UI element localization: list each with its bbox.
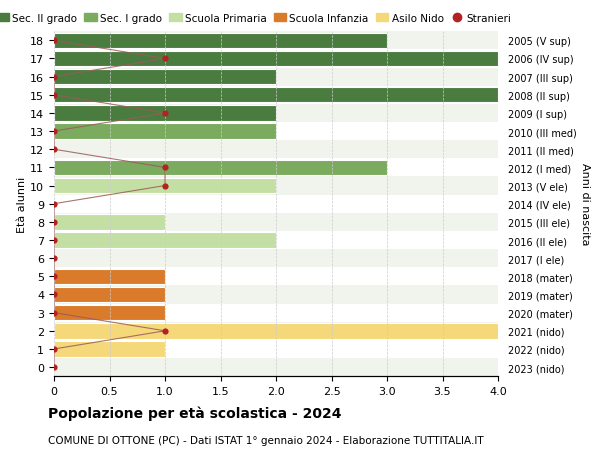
Bar: [54, 50, 498, 68]
Bar: [54, 286, 498, 304]
Bar: [54, 86, 498, 105]
Bar: [54, 177, 498, 195]
Bar: [54, 322, 498, 340]
Bar: [54, 105, 498, 123]
Y-axis label: Anni di nascita: Anni di nascita: [580, 163, 590, 246]
Bar: [54, 179, 276, 194]
Bar: [54, 70, 276, 85]
Bar: [54, 51, 498, 67]
Bar: [54, 68, 498, 86]
Bar: [54, 160, 387, 176]
Bar: [54, 231, 498, 250]
Bar: [54, 341, 165, 357]
Bar: [54, 215, 165, 230]
Bar: [54, 233, 276, 248]
Bar: [54, 250, 498, 268]
Bar: [54, 269, 165, 285]
Bar: [54, 124, 276, 140]
Bar: [54, 304, 498, 322]
Bar: [54, 34, 387, 49]
Bar: [54, 287, 165, 302]
Bar: [54, 195, 498, 213]
Bar: [54, 340, 498, 358]
Bar: [54, 141, 498, 159]
Bar: [54, 159, 498, 177]
Bar: [54, 324, 498, 339]
Bar: [54, 32, 498, 50]
Text: COMUNE DI OTTONE (PC) - Dati ISTAT 1° gennaio 2024 - Elaborazione TUTTITALIA.IT: COMUNE DI OTTONE (PC) - Dati ISTAT 1° ge…: [48, 435, 484, 445]
Legend: Sec. II grado, Sec. I grado, Scuola Primaria, Scuola Infanzia, Asilo Nido, Stran: Sec. II grado, Sec. I grado, Scuola Prim…: [0, 13, 511, 23]
Y-axis label: Età alunni: Età alunni: [17, 176, 28, 232]
Bar: [54, 213, 498, 231]
Bar: [54, 106, 276, 121]
Bar: [54, 88, 498, 103]
Bar: [54, 123, 498, 141]
Bar: [54, 268, 498, 286]
Bar: [54, 305, 165, 321]
Bar: [54, 358, 498, 376]
Text: Popolazione per età scolastica - 2024: Popolazione per età scolastica - 2024: [48, 405, 341, 420]
